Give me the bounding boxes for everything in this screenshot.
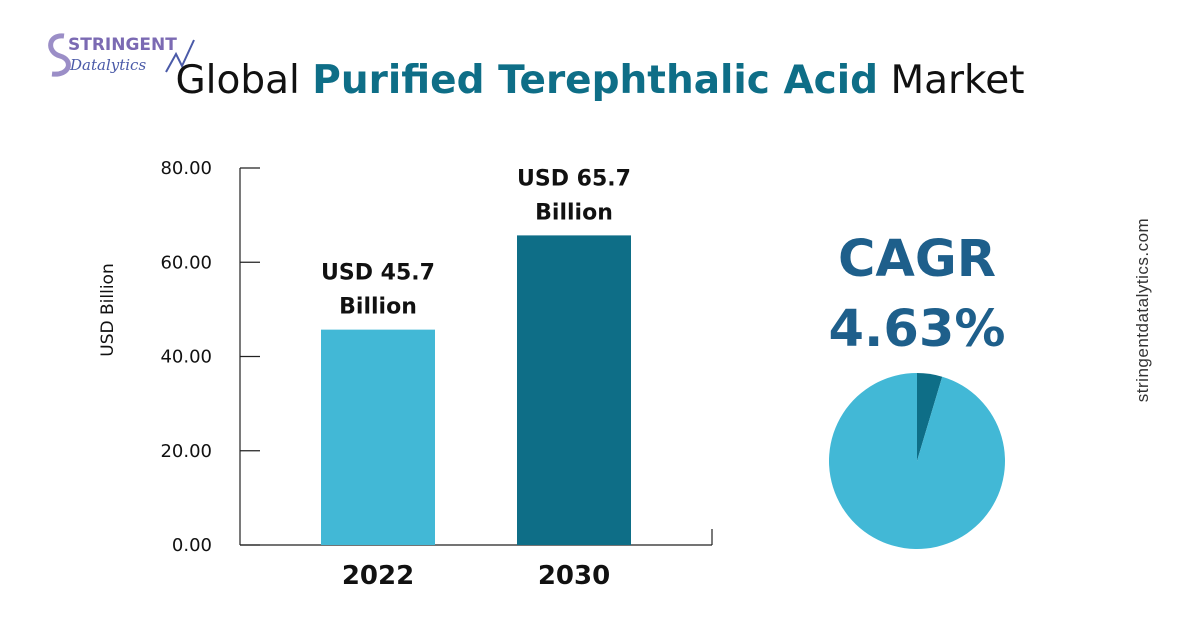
y-tick-label: 40.00 bbox=[160, 347, 212, 368]
pie-slice-remainder bbox=[829, 373, 1006, 549]
bar-data-label: USD 65.7 bbox=[517, 166, 631, 191]
y-axis-label: USD Billion bbox=[98, 263, 118, 356]
logo-line2: Datalytics bbox=[69, 56, 146, 74]
y-tick-label: 80.00 bbox=[160, 158, 212, 179]
stringent-datalytics-logo: STRINGENT Datalytics bbox=[48, 33, 195, 77]
title-prefix: Global bbox=[175, 58, 313, 103]
pie-slice-CAGR bbox=[917, 373, 943, 461]
bar-2030 bbox=[517, 235, 631, 546]
y-tick-label: 60.00 bbox=[160, 252, 212, 273]
bar-data-label: USD 45.7 bbox=[321, 261, 435, 286]
bar-data-label: Billion bbox=[535, 200, 613, 225]
cagr-label: CAGR bbox=[837, 230, 997, 289]
bar-data-label: Billion bbox=[339, 295, 417, 320]
cagr-value: 4.63% bbox=[828, 300, 1006, 359]
logo-line1: STRINGENT bbox=[68, 35, 177, 55]
cagr-pie-chart bbox=[829, 373, 1006, 549]
title-highlight: Purified Terephthalic Acid bbox=[312, 58, 879, 103]
page-title: Global Purified Terephthalic Acid Market bbox=[0, 58, 1200, 103]
y-tick-label: 20.00 bbox=[160, 441, 212, 462]
x-tick-label: 2030 bbox=[538, 561, 610, 591]
y-tick-label: 0.00 bbox=[172, 535, 212, 556]
bar-chart: 0.00 20.00 40.00 60.00 80.00 USD Billion 2022 U… bbox=[98, 158, 713, 591]
website-url: stringentdatalytics.com bbox=[1133, 217, 1152, 403]
x-tick-label: 2022 bbox=[342, 561, 414, 591]
title-suffix: Market bbox=[878, 58, 1025, 103]
bar-2022 bbox=[321, 329, 435, 545]
